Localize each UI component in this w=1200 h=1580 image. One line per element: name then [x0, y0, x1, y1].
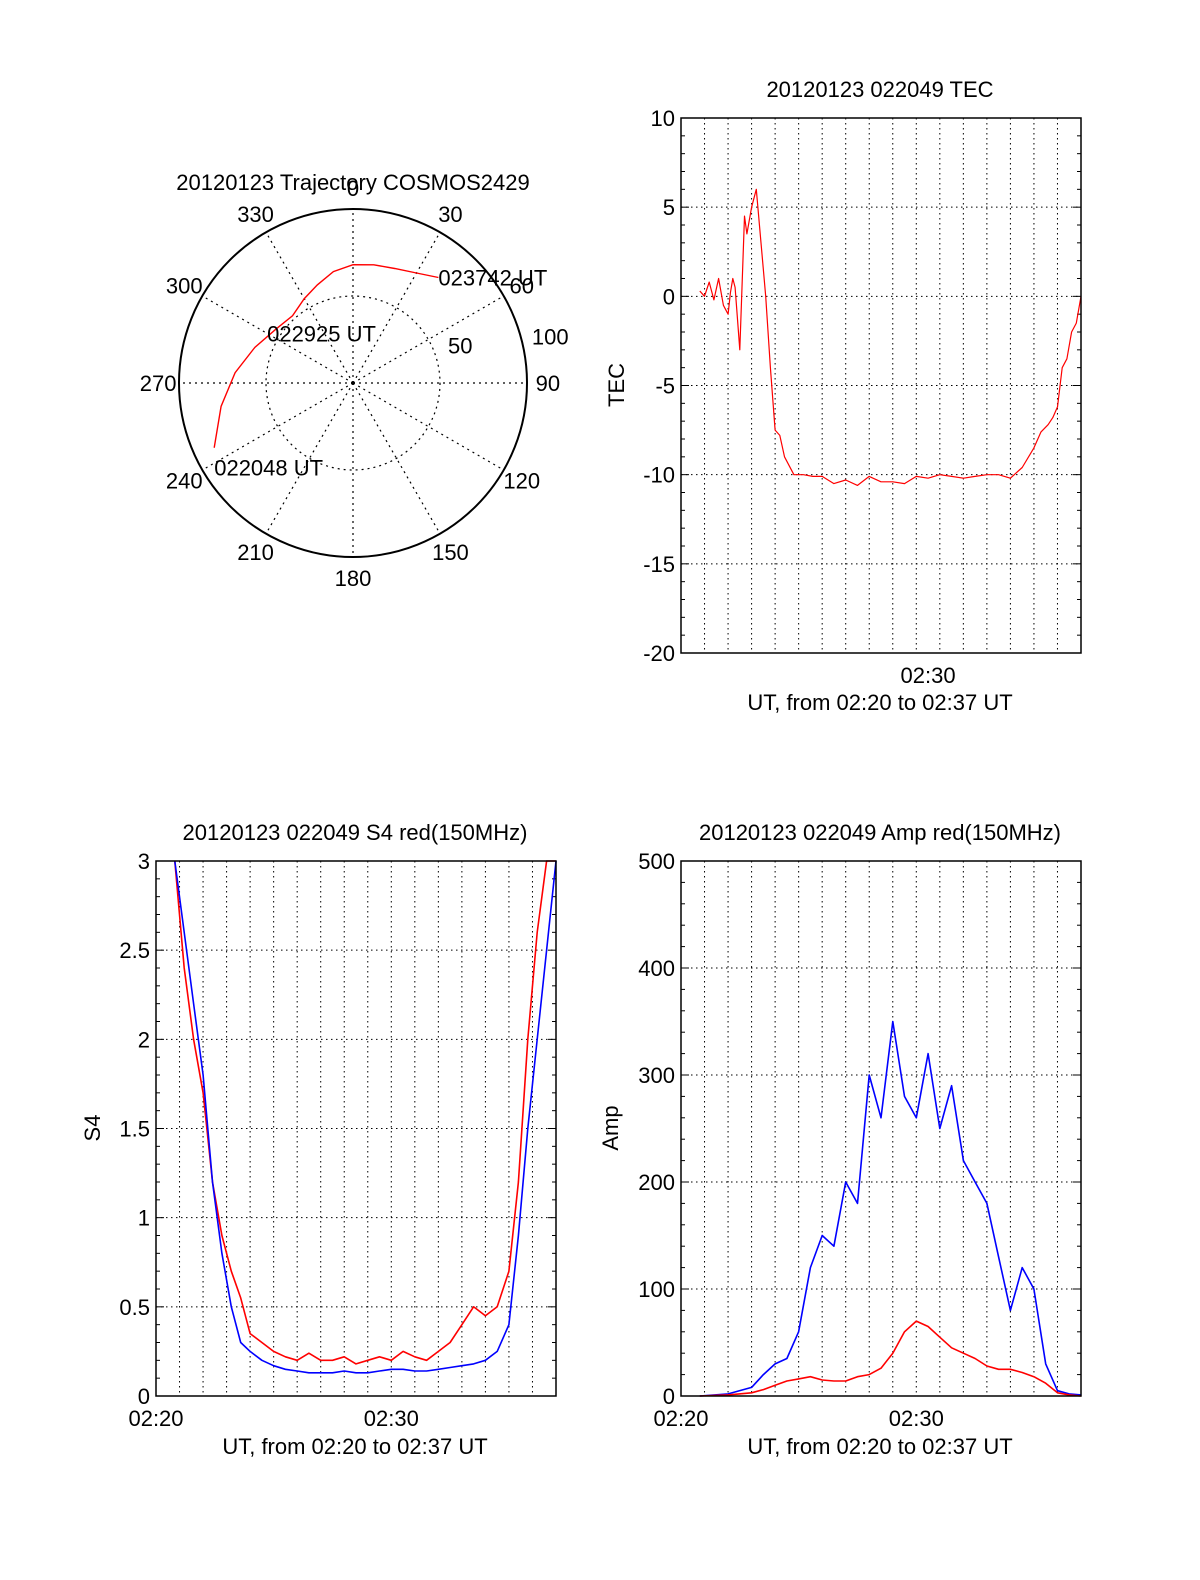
s4-title: 20120123 022049 S4 red(150MHz): [183, 820, 528, 845]
polar-spoke: [265, 232, 354, 384]
s4-ytick-label: 0: [138, 1384, 150, 1409]
polar-elevation-label: 100: [532, 324, 569, 349]
polar-azimuth-label: 30: [438, 202, 462, 227]
polar-spoke: [265, 382, 354, 534]
polar-title: 20120123 Trajectory COSMOS2429: [176, 170, 529, 195]
amp-ytick-label: 100: [638, 1277, 675, 1302]
polar-trajectory-line: [213, 263, 439, 448]
polar-azimuth-label: 240: [166, 468, 203, 493]
tec-xlabel: UT, from 02:20 to 02:37 UT: [747, 690, 1012, 715]
s4-axes-frame: [155, 860, 557, 1397]
s4-xtick-label: 02:20: [128, 1406, 183, 1431]
s4-ylabel: S4: [80, 1115, 105, 1142]
polar-outer-circle: [178, 208, 528, 558]
s4-xtick-label: 02:30: [364, 1406, 419, 1431]
polar-trajectory-chart: 20120123 Trajectory COSMOS2429 0 30 60 90 12…: [140, 170, 569, 591]
amp-series-line: [699, 1320, 1082, 1397]
polar-azimuth-label: 180: [335, 566, 372, 591]
amp-axes-frame: [680, 860, 1082, 1397]
s4-ytick-label: 1: [138, 1206, 150, 1231]
amp-ytick-label: 200: [638, 1170, 675, 1195]
polar-spoke: [352, 382, 441, 534]
amp-chart: 20120123 022049 Amp red(150MHz) UT, from…: [598, 820, 1082, 1459]
polar-labels: 0 30 60 90 120 150 180 210 240 270 300 330 50 100: [140, 176, 569, 591]
polar-azimuth-label: 90: [536, 371, 560, 396]
polar-spoke: [352, 382, 504, 471]
polar-spoke: [352, 295, 504, 384]
s4-ytick-label: 1.5: [119, 1117, 150, 1142]
polar-series: 022048 UT 022925 UT 023742 UT: [213, 263, 547, 481]
amp-ytick-label: 400: [638, 956, 675, 981]
tec-title: 20120123 022049 TEC: [766, 77, 993, 102]
polar-azimuth-label: 270: [140, 371, 177, 396]
tec-xtick-label: 02:30: [901, 663, 956, 688]
polar-grid: [178, 208, 528, 558]
tec-ytick-label: -10: [643, 463, 675, 488]
polar-azimuth-label: 150: [432, 540, 469, 565]
amp-xtick-label: 02:20: [653, 1406, 708, 1431]
s4-chart: 20120123 022049 S4 red(150MHz) UT, from …: [80, 820, 557, 1459]
tec-ytick-label: 5: [663, 195, 675, 220]
s4-ytick-label: 0.5: [119, 1295, 150, 1320]
tec-ytick-label: -20: [643, 641, 675, 666]
polar-spoke: [352, 232, 441, 384]
s4-series-line: [174, 860, 556, 1365]
polar-azimuth-label: 210: [237, 540, 274, 565]
amp-xlabel: UT, from 02:20 to 02:37 UT: [747, 1434, 1012, 1459]
amp-ylabel: Amp: [598, 1105, 623, 1150]
s4-ytick-label: 2: [138, 1027, 150, 1052]
polar-time-annotation: 022925 UT: [267, 321, 376, 346]
amp-series-line: [699, 1020, 1082, 1397]
polar-time-annotation: 022048 UT: [214, 456, 323, 481]
polar-elevation-label: 50: [448, 334, 472, 359]
polar-spoke: [202, 382, 354, 471]
amp-ytick-label: 0: [663, 1384, 675, 1409]
amp-ytick-label: 300: [638, 1063, 675, 1088]
tec-chart: 20120123 022049 TEC UT, from 02:20 to 02…: [604, 77, 1082, 715]
tec-ytick-label: 10: [651, 106, 675, 131]
tec-series-line: [699, 188, 1082, 486]
amp-title: 20120123 022049 Amp red(150MHz): [699, 820, 1061, 845]
polar-azimuth-label: 0: [347, 176, 359, 201]
tec-ytick-label: -5: [655, 374, 675, 399]
amp-xtick-label: 02:30: [889, 1406, 944, 1431]
s4-xlabel: UT, from 02:20 to 02:37 UT: [222, 1434, 487, 1459]
s4-ytick-label: 3: [138, 849, 150, 874]
tec-ylabel: TEC: [604, 363, 629, 407]
s4-ytick-label: 2.5: [119, 938, 150, 963]
tec-ytick-label: 0: [663, 284, 675, 309]
amp-ytick-label: 500: [638, 849, 675, 874]
polar-spoke: [202, 295, 354, 384]
polar-azimuth-label: 330: [237, 202, 274, 227]
polar-azimuth-label: 300: [166, 274, 203, 299]
polar-time-annotation: 023742 UT: [438, 266, 547, 291]
s4-series-line: [174, 860, 557, 1374]
tec-axes-frame: [680, 117, 1082, 654]
polar-azimuth-label: 60: [510, 274, 534, 299]
polar-inner-circle: [265, 295, 441, 471]
polar-azimuth-label: 120: [503, 468, 540, 493]
tec-ytick-label: -15: [643, 552, 675, 577]
